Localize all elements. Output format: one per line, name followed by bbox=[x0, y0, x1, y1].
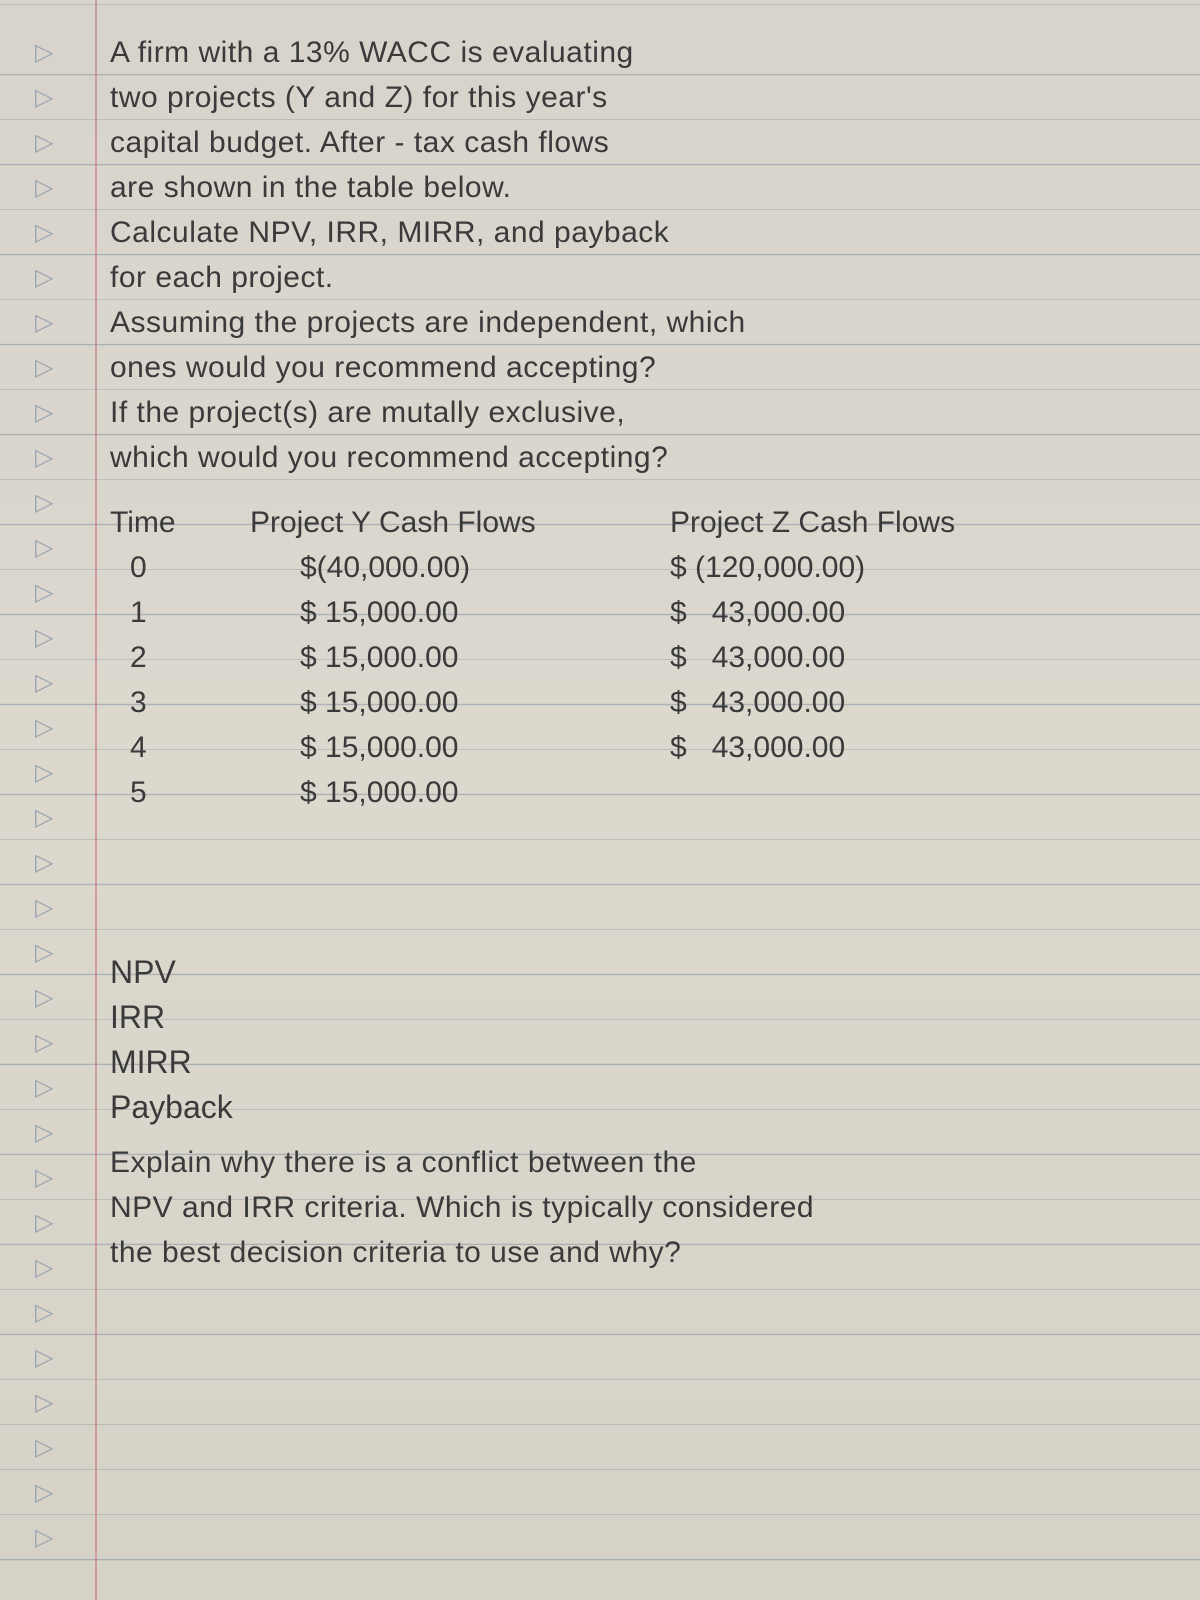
margin-arrow-icon bbox=[35, 1335, 65, 1380]
arrow-column bbox=[35, 30, 65, 1600]
margin-arrow-icon bbox=[35, 1425, 65, 1470]
margin-arrow-icon bbox=[35, 165, 65, 210]
margin-arrow-icon bbox=[35, 1380, 65, 1425]
explain-question: Explain why there is a conflict between … bbox=[110, 1140, 1150, 1275]
problem-line: ones would you recommend accepting? bbox=[110, 345, 1150, 390]
table-row: 1$ 15,000.00$ 43,000.00 bbox=[110, 590, 1150, 635]
margin-arrow-icon bbox=[35, 570, 65, 615]
table-row: 0$(40,000.00)$ (120,000.00) bbox=[110, 545, 1150, 590]
cashflow-table: Time Project Y Cash Flows Project Z Cash… bbox=[110, 500, 1150, 815]
metric-label: MIRR bbox=[110, 1040, 1150, 1085]
margin-arrow-icon bbox=[35, 930, 65, 975]
margin-arrow-icon bbox=[35, 300, 65, 345]
explain-line: the best decision criteria to use and wh… bbox=[110, 1230, 1150, 1275]
margin-arrow-icon bbox=[35, 1200, 65, 1245]
margin-arrow-icon bbox=[35, 1110, 65, 1155]
cell-time: 5 bbox=[110, 770, 250, 815]
metrics-list: NPVIRRMIRRPayback bbox=[110, 950, 1150, 1130]
table-row: 4$ 15,000.00$ 43,000.00 bbox=[110, 725, 1150, 770]
header-time: Time bbox=[110, 500, 250, 545]
margin-arrow-icon bbox=[35, 975, 65, 1020]
margin-arrow-icon bbox=[35, 885, 65, 930]
cell-project-z: $ 43,000.00 bbox=[670, 635, 1150, 680]
cell-project-y: $ 15,000.00 bbox=[250, 725, 670, 770]
margin-arrow-icon bbox=[35, 750, 65, 795]
problem-line: capital budget. After - tax cash flows bbox=[110, 120, 1150, 165]
margin-arrow-icon bbox=[35, 1470, 65, 1515]
problem-line: Calculate NPV, IRR, MIRR, and payback bbox=[110, 210, 1150, 255]
margin-arrow-icon bbox=[35, 480, 65, 525]
margin-line bbox=[95, 0, 97, 1600]
problem-line: If the project(s) are mutally exclusive, bbox=[110, 390, 1150, 435]
problem-line: A firm with a 13% WACC is evaluating bbox=[110, 30, 1150, 75]
margin-arrow-icon bbox=[35, 120, 65, 165]
margin-arrow-icon bbox=[35, 1020, 65, 1065]
margin-arrow-icon bbox=[35, 840, 65, 885]
problem-line: for each project. bbox=[110, 255, 1150, 300]
cell-project-z: $ 43,000.00 bbox=[670, 725, 1150, 770]
table-header-row: Time Project Y Cash Flows Project Z Cash… bbox=[110, 500, 1150, 545]
margin-arrow-icon bbox=[35, 1515, 65, 1560]
table-row: 2$ 15,000.00$ 43,000.00 bbox=[110, 635, 1150, 680]
margin-arrow-icon bbox=[35, 435, 65, 480]
margin-arrow-icon bbox=[35, 75, 65, 120]
margin-arrow-icon bbox=[35, 615, 65, 660]
margin-arrow-icon bbox=[35, 255, 65, 300]
cell-time: 2 bbox=[110, 635, 250, 680]
margin-arrow-icon bbox=[35, 390, 65, 435]
explain-line: NPV and IRR criteria. Which is typically… bbox=[110, 1185, 1150, 1230]
handwritten-content: A firm with a 13% WACC is evaluatingtwo … bbox=[110, 30, 1150, 1275]
problem-statement: A firm with a 13% WACC is evaluatingtwo … bbox=[110, 30, 1150, 480]
margin-arrow-icon bbox=[35, 705, 65, 750]
cell-project-y: $ 15,000.00 bbox=[250, 680, 670, 725]
metric-label: Payback bbox=[110, 1085, 1150, 1130]
cell-time: 1 bbox=[110, 590, 250, 635]
header-project-y: Project Y Cash Flows bbox=[250, 500, 670, 545]
cell-project-y: $ 15,000.00 bbox=[250, 635, 670, 680]
explain-line: Explain why there is a conflict between … bbox=[110, 1140, 1150, 1185]
margin-arrow-icon bbox=[35, 1245, 65, 1290]
margin-arrow-icon bbox=[35, 1065, 65, 1110]
problem-line: two projects (Y and Z) for this year's bbox=[110, 75, 1150, 120]
problem-line: are shown in the table below. bbox=[110, 165, 1150, 210]
margin-arrow-icon bbox=[35, 660, 65, 705]
cell-time: 3 bbox=[110, 680, 250, 725]
margin-arrow-icon bbox=[35, 1155, 65, 1200]
cell-project-z: $ 43,000.00 bbox=[670, 680, 1150, 725]
cell-project-y: $ 15,000.00 bbox=[250, 590, 670, 635]
cell-project-y: $(40,000.00) bbox=[250, 545, 670, 590]
metric-label: IRR bbox=[110, 995, 1150, 1040]
header-project-z: Project Z Cash Flows bbox=[670, 500, 1150, 545]
margin-arrow-icon bbox=[35, 1290, 65, 1335]
table-row: 5$ 15,000.00 bbox=[110, 770, 1150, 815]
margin-arrow-icon bbox=[35, 525, 65, 570]
cell-project-y: $ 15,000.00 bbox=[250, 770, 670, 815]
problem-line: Assuming the projects are independent, w… bbox=[110, 300, 1150, 345]
table-row: 3$ 15,000.00$ 43,000.00 bbox=[110, 680, 1150, 725]
margin-arrow-icon bbox=[35, 30, 65, 75]
cell-time: 0 bbox=[110, 545, 250, 590]
margin-arrow-icon bbox=[35, 345, 65, 390]
margin-arrow-icon bbox=[35, 210, 65, 255]
problem-line: which would you recommend accepting? bbox=[110, 435, 1150, 480]
cell-time: 4 bbox=[110, 725, 250, 770]
cell-project-z: $ 43,000.00 bbox=[670, 590, 1150, 635]
cell-project-z: $ (120,000.00) bbox=[670, 545, 1150, 590]
metric-label: NPV bbox=[110, 950, 1150, 995]
margin-arrow-icon bbox=[35, 795, 65, 840]
notebook-paper: A firm with a 13% WACC is evaluatingtwo … bbox=[0, 0, 1200, 1600]
